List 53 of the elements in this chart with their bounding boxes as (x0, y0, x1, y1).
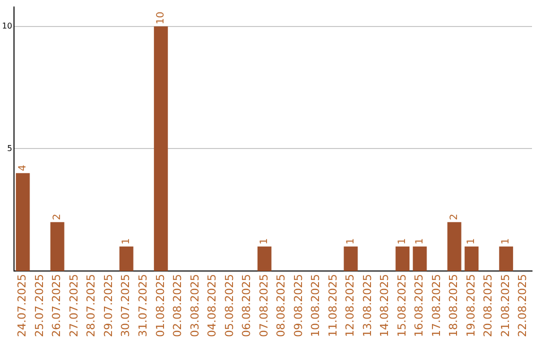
x-tick-label: 27.07.2025 (67, 274, 80, 338)
bar (499, 246, 514, 272)
x-tick-label: 15.08.2025 (395, 274, 408, 338)
x-tick-label: 24.07.2025 (16, 274, 29, 338)
x-tick-label: 05.08.2025 (222, 274, 236, 338)
x-tick-label: 31.07.2025 (136, 274, 150, 338)
data-label: 1 (120, 238, 132, 245)
x-tick-label: 29.07.2025 (102, 274, 115, 338)
x-tick-label: 10.08.2025 (309, 274, 322, 338)
data-label: 1 (397, 238, 408, 245)
x-tick-label: 26.07.2025 (50, 274, 64, 338)
data-label: 1 (500, 238, 512, 245)
x-tick-label: 16.08.2025 (412, 274, 426, 338)
x-tick-label: 21.08.2025 (498, 274, 512, 338)
bar (257, 246, 272, 272)
x-tick-label: 25.07.2025 (32, 274, 46, 338)
data-label: 1 (345, 238, 356, 245)
y-tick-label: 5 (7, 144, 12, 153)
bar (50, 222, 64, 272)
x-tick-label: 30.07.2025 (119, 274, 132, 338)
bar (119, 246, 134, 272)
bar (447, 222, 462, 272)
x-tick-label: 04.08.2025 (206, 274, 219, 338)
x-tick-label: 14.08.2025 (378, 274, 392, 338)
x-tick-label: 13.08.2025 (360, 274, 374, 338)
x-tick-label: 18.08.2025 (447, 274, 460, 338)
bar (344, 246, 358, 272)
bar (464, 246, 479, 272)
x-tick-label: 06.08.2025 (240, 274, 254, 338)
x-tick-label: 12.08.2025 (344, 274, 357, 338)
bar (412, 246, 427, 272)
x-tick-label: 01.08.2025 (154, 274, 167, 338)
bar (396, 246, 410, 272)
x-tick-label: 07.08.2025 (257, 274, 270, 338)
x-tick-label: 11.08.2025 (326, 274, 340, 338)
data-label: 4 (17, 164, 28, 172)
x-tick-label: 20.08.2025 (482, 274, 495, 338)
x-tick-label: 19.08.2025 (464, 274, 478, 338)
data-label: 1 (414, 238, 426, 245)
data-label: 2 (52, 214, 63, 220)
x-tick-label: 03.08.2025 (188, 274, 202, 338)
x-tick-label: 22.08.2025 (516, 274, 530, 338)
data-label: 1 (259, 238, 270, 245)
x-tick-label: 17.08.2025 (430, 274, 443, 338)
x-tick-label: 09.08.2025 (292, 274, 305, 338)
x-tick-label: 28.07.2025 (84, 274, 98, 338)
data-label: 2 (448, 214, 460, 220)
x-tick-label: 02.08.2025 (171, 274, 184, 338)
bar (154, 26, 168, 272)
bar (16, 173, 30, 272)
x-tick-label: 08.08.2025 (274, 274, 288, 338)
data-label: 10 (155, 12, 166, 24)
data-label: 1 (466, 238, 478, 245)
